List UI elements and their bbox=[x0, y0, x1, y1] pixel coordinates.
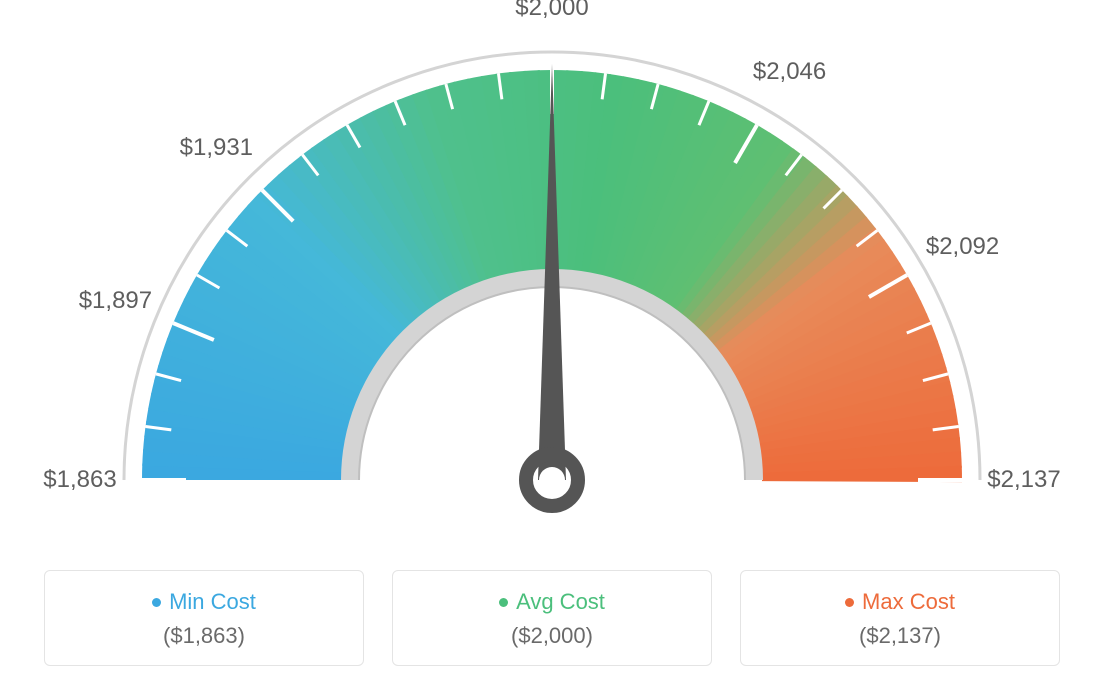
legend-value-max: ($2,137) bbox=[741, 623, 1059, 649]
gauge-tick-label: $1,931 bbox=[180, 134, 253, 162]
legend-title-min: Min Cost bbox=[152, 589, 256, 615]
gauge-tick-label: $1,897 bbox=[79, 287, 152, 315]
legend-value-min: ($1,863) bbox=[45, 623, 363, 649]
cost-gauge: $1,863$1,897$1,931$2,000$2,046$2,092$2,1… bbox=[62, 20, 1042, 540]
legend-title-max: Max Cost bbox=[845, 589, 955, 615]
gauge-tick-label: $2,046 bbox=[753, 58, 826, 86]
dot-icon bbox=[845, 598, 854, 607]
gauge-tick-label: $2,092 bbox=[926, 233, 999, 261]
gauge-tick-label: $2,000 bbox=[515, 0, 588, 22]
dot-icon bbox=[499, 598, 508, 607]
gauge-tick-label: $2,137 bbox=[987, 466, 1060, 494]
legend: Min Cost ($1,863) Avg Cost ($2,000) Max … bbox=[44, 570, 1060, 666]
legend-value-avg: ($2,000) bbox=[393, 623, 711, 649]
legend-card-max: Max Cost ($2,137) bbox=[740, 570, 1060, 666]
legend-title-avg: Avg Cost bbox=[499, 589, 605, 615]
legend-card-avg: Avg Cost ($2,000) bbox=[392, 570, 712, 666]
legend-title-text: Max Cost bbox=[862, 589, 955, 615]
gauge-svg bbox=[62, 20, 1042, 540]
legend-title-text: Min Cost bbox=[169, 589, 256, 615]
gauge-tick-label: $1,863 bbox=[43, 466, 116, 494]
legend-card-min: Min Cost ($1,863) bbox=[44, 570, 364, 666]
dot-icon bbox=[152, 598, 161, 607]
legend-title-text: Avg Cost bbox=[516, 589, 605, 615]
